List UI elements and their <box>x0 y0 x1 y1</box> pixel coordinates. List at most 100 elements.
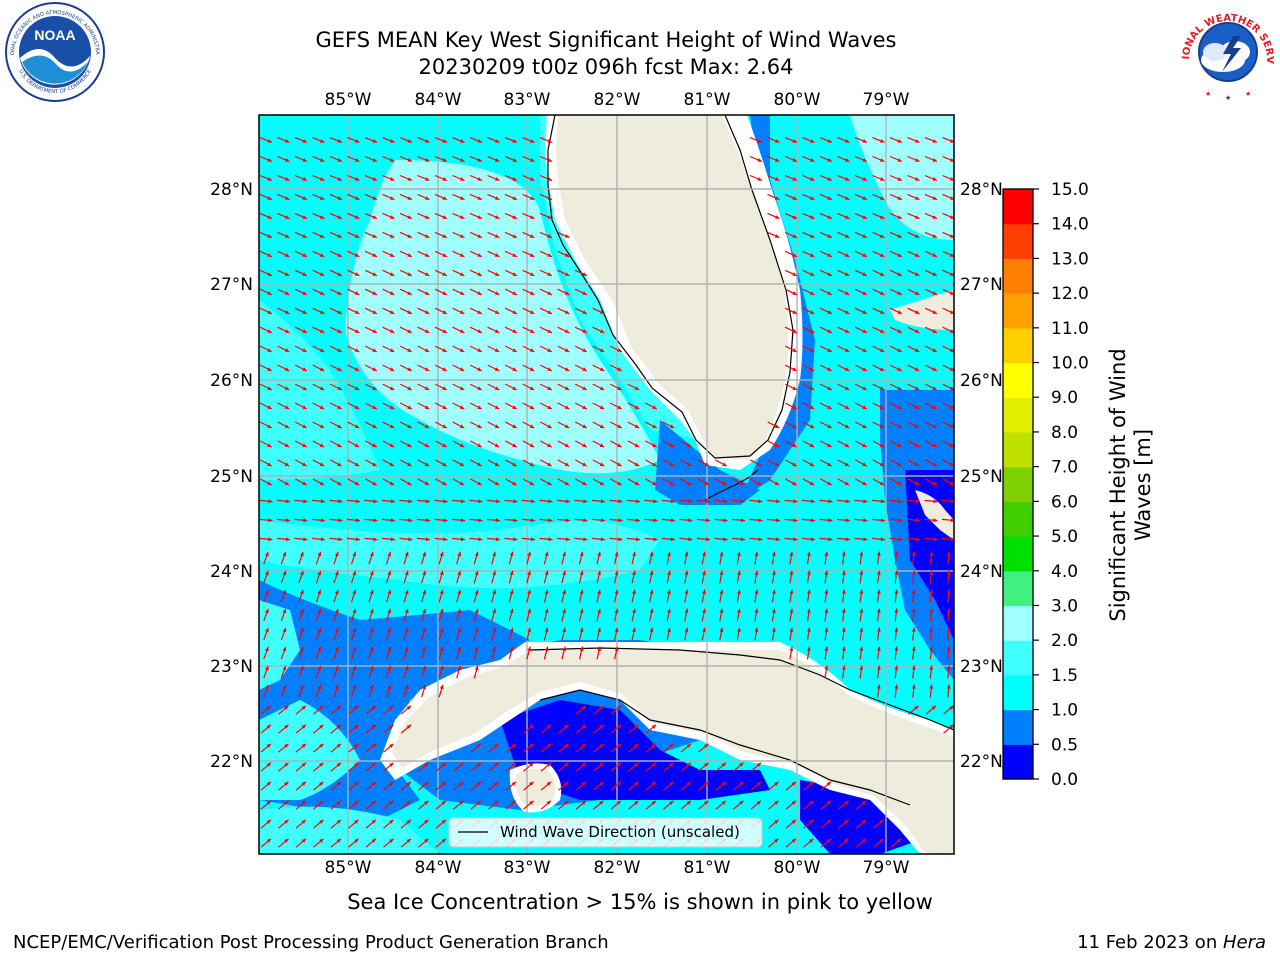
wind-wave-direction-arrowhead-icon <box>442 177 447 181</box>
wind-wave-direction-arrowhead-icon <box>652 405 657 409</box>
wind-wave-direction-arrowhead-icon <box>932 234 937 238</box>
wind-wave-direction-arrowhead-icon <box>459 800 464 805</box>
wind-wave-direction-arrowhead-icon <box>582 462 587 467</box>
wind-wave-direction-arrowhead-icon <box>949 329 954 333</box>
wind-wave-direction-arrowhead-icon <box>495 139 500 143</box>
wind-wave-direction-arrowhead-icon <box>775 196 780 200</box>
wind-wave-direction-arrowhead-icon <box>369 551 374 557</box>
wind-wave-direction-arrowhead-icon <box>389 705 394 710</box>
wind-wave-direction-arrowhead-icon <box>949 424 954 428</box>
wind-wave-direction-arrowhead-icon <box>302 272 307 276</box>
wind-wave-direction-arrowhead-icon <box>792 253 797 257</box>
wind-wave-direction-arrowhead-icon <box>407 158 412 162</box>
wind-wave-direction-arrowhead-icon <box>931 705 936 710</box>
wind-wave-direction-arrowhead-icon <box>442 405 447 409</box>
wind-wave-direction-arrowhead-icon <box>792 272 797 276</box>
wind-wave-direction-arrowhead-icon <box>914 481 920 486</box>
wind-wave-direction-arrowhead-icon <box>390 139 395 143</box>
wind-wave-direction-arrowhead-icon <box>407 367 412 371</box>
wind-wave-direction-arrowhead-icon <box>792 215 797 219</box>
wind-wave-direction-arrowhead-icon <box>789 551 794 556</box>
wind-wave-direction-arrowhead-icon <box>737 551 741 556</box>
legend-label: Wind Wave Direction (unscaled) <box>500 823 740 841</box>
wind-wave-direction-arrowhead-icon <box>477 272 482 276</box>
wind-wave-direction-arrowhead-icon <box>459 253 465 257</box>
wind-wave-direction-arrowhead-icon <box>670 537 675 542</box>
wind-wave-direction-arrowhead-icon <box>897 443 902 448</box>
colorbar-segment <box>1003 258 1033 294</box>
wind-wave-direction-arrowhead-icon <box>653 537 658 542</box>
wind-wave-direction-arrowhead-icon <box>319 386 325 390</box>
wind-wave-direction-arrowhead-icon <box>337 215 342 219</box>
wind-wave-direction-arrowhead-icon <box>809 819 814 824</box>
wind-wave-direction-arrowhead-icon <box>302 481 307 486</box>
wind-wave-direction-arrowhead-icon <box>424 462 430 467</box>
wind-wave-direction-arrowhead-icon <box>319 481 325 486</box>
wind-wave-direction-arrowhead-icon <box>723 537 728 542</box>
wind-wave-direction-arrowhead-icon <box>282 589 287 595</box>
wind-wave-direction-arrowhead-icon <box>301 838 306 843</box>
wind-wave-direction-arrowhead-icon <box>320 537 325 542</box>
wind-wave-direction-arrowhead-icon <box>949 348 954 352</box>
wind-wave-direction-arrowhead-icon <box>389 800 394 805</box>
wind-wave-direction-arrowhead-icon <box>406 724 411 729</box>
wind-wave-direction-arrowhead-icon <box>337 253 342 257</box>
wind-wave-direction-arrowhead-icon <box>669 781 674 786</box>
wind-wave-direction-arrowhead-icon <box>477 481 482 486</box>
wind-wave-direction-arrowhead-icon <box>915 139 920 143</box>
wind-wave-direction-arrowhead-icon <box>354 234 360 238</box>
wind-wave-direction-arrowhead-icon <box>267 272 272 276</box>
wind-wave-direction-arrowhead-icon <box>459 481 465 486</box>
wind-wave-direction-arrowhead-icon <box>653 499 658 504</box>
wind-wave-direction-arrowhead-icon <box>494 348 500 352</box>
wind-wave-direction-arrowhead-icon <box>756 762 761 767</box>
wind-wave-direction-arrowhead-icon <box>302 234 307 238</box>
wind-wave-direction-arrowhead-icon <box>373 518 378 523</box>
wind-wave-direction-arrowhead-icon <box>267 253 272 257</box>
wind-wave-direction-arrowhead-icon <box>756 800 761 805</box>
wind-wave-direction-arrowhead-icon <box>548 537 553 542</box>
wind-wave-direction-arrowhead-icon <box>547 291 552 295</box>
wind-wave-direction-arrowhead-icon <box>477 139 482 143</box>
wind-wave-direction-arrowhead-icon <box>827 215 832 219</box>
colorbar-tick-label: 13.0 <box>1051 249 1089 269</box>
wind-wave-direction-arrowhead-icon <box>422 589 427 595</box>
wind-wave-direction-arrowhead-icon <box>300 570 304 576</box>
wind-wave-direction-arrowhead-icon <box>544 589 549 595</box>
lat-label-right: 28°N <box>960 180 1003 200</box>
wind-wave-direction-arrowhead-icon <box>792 443 797 448</box>
colorbar-tick-label: 15.0 <box>1051 180 1089 200</box>
wind-wave-direction-arrowhead-icon <box>492 627 496 633</box>
wind-wave-direction-arrowhead-icon <box>876 627 881 632</box>
wind-wave-direction-arrowhead-icon <box>372 177 377 181</box>
wind-wave-direction-arrowhead-icon <box>859 665 864 670</box>
lon-label-top: 85°W <box>325 90 372 110</box>
wind-wave-direction-arrowhead-icon <box>617 462 622 467</box>
wind-wave-direction-arrowhead-icon <box>424 234 430 238</box>
wind-wave-direction-arrowhead-icon <box>337 196 342 200</box>
wind-wave-direction-arrowhead-icon <box>319 348 325 352</box>
wind-wave-direction-arrowhead-icon <box>474 646 479 652</box>
wind-wave-direction-arrowhead-icon <box>827 443 832 448</box>
wind-wave-direction-arrowhead-icon <box>599 724 604 729</box>
wind-wave-direction-arrowhead-icon <box>915 215 920 219</box>
wind-wave-direction-arrowhead-icon <box>265 570 269 576</box>
noaa-logo-text: NOAA <box>34 27 75 43</box>
wind-wave-direction-arrowhead-icon <box>862 405 867 409</box>
wind-wave-direction-arrowhead-icon <box>932 196 937 200</box>
wind-wave-direction-arrowhead-icon <box>898 518 903 523</box>
wind-wave-direction-arrowhead-icon <box>894 608 899 613</box>
wind-wave-direction-arrowhead-icon <box>932 405 937 409</box>
wind-wave-direction-arrowhead-icon <box>789 589 794 594</box>
wind-wave-direction-arrowhead-icon <box>562 646 566 652</box>
wind-wave-direction-arrowhead-icon <box>439 627 444 633</box>
wind-wave-direction-arrowhead-icon <box>687 481 692 486</box>
wind-wave-direction-arrowhead-icon <box>704 462 710 467</box>
wind-wave-direction-arrowhead-icon <box>824 646 829 651</box>
wind-wave-direction-arrowhead-icon <box>369 627 374 633</box>
colorbar-tick-label: 6.0 <box>1051 492 1078 512</box>
wind-wave-direction-arrowhead-icon <box>547 139 552 143</box>
wind-wave-direction-arrowhead-icon <box>334 684 339 690</box>
wind-wave-direction-arrowhead-icon <box>897 367 902 371</box>
wind-wave-direction-arrowhead-icon <box>442 253 447 257</box>
